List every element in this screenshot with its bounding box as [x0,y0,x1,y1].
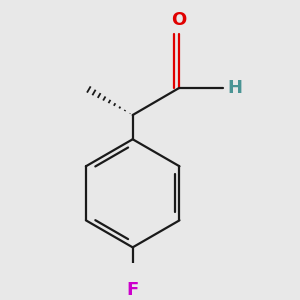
Text: O: O [172,11,187,29]
Text: H: H [228,79,243,97]
Text: F: F [127,281,139,299]
